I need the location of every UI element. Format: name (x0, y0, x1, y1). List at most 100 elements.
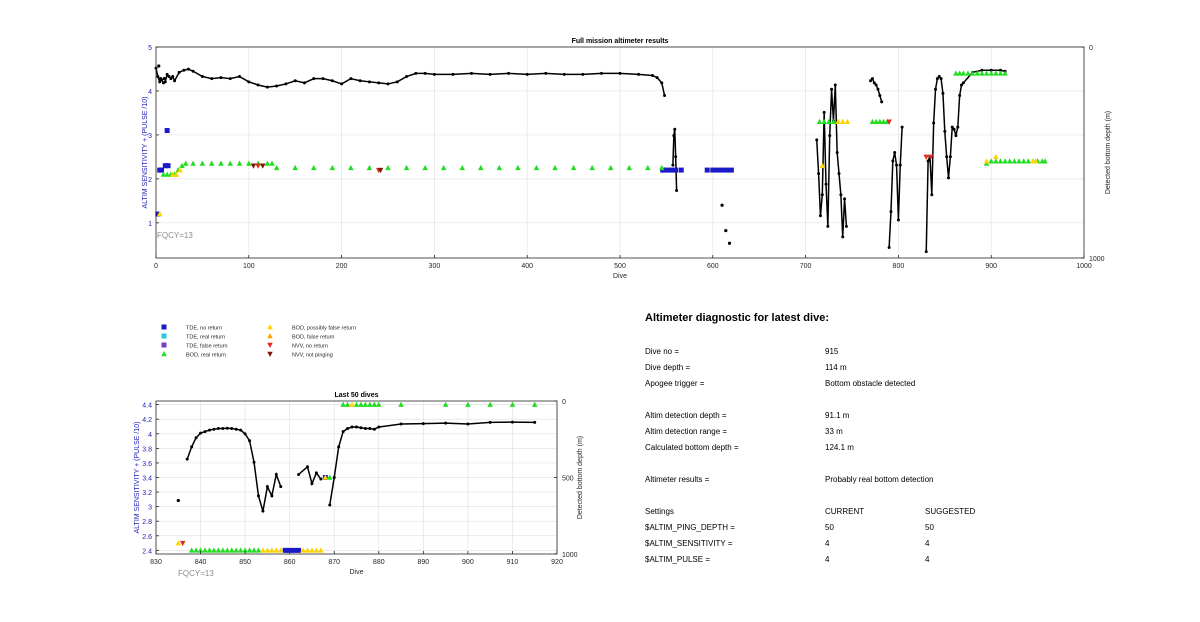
bottom-depth-point (839, 193, 843, 197)
bottom-depth-point (720, 203, 724, 207)
altimeter-marker-bod-real (974, 70, 981, 76)
bottom-depth-point (926, 159, 930, 163)
altimeter-marker-bod-real (496, 164, 503, 171)
y-tick-label: 4.4 (142, 403, 152, 410)
altimeter-marker-bod-real (869, 118, 876, 124)
bottom-depth-point (270, 494, 274, 498)
x-axis-label: Dive (613, 273, 627, 280)
bottom-depth-point (950, 125, 954, 129)
bottom-depth-point (843, 197, 847, 201)
bottom-depth-point (186, 67, 190, 71)
altimeter-marker-bod-real (531, 401, 538, 407)
altimeter-marker-bod-possible (318, 547, 324, 553)
altimeter-marker-bod-possible (273, 547, 280, 553)
y-tick-label: 3 (148, 133, 152, 140)
fqcy-annotation: FQCY=13 (178, 569, 214, 578)
bottom-depth-point (230, 427, 234, 431)
bottom-depth-point (212, 427, 216, 431)
bottom-depth-point (247, 80, 251, 84)
diag-row-sensitivity: $ALTIM_SENSITIVITY = 4 4 (645, 539, 1165, 553)
bottom-depth-point (470, 71, 474, 75)
altimeter-marker-bod-real (1007, 158, 1013, 164)
altimeter-marker-bod-real (979, 70, 985, 76)
bottom-depth-point (841, 235, 845, 239)
altimeter-marker-bod-real (273, 164, 280, 171)
bottom-depth-point (274, 472, 278, 476)
legend-label: TDE, false return (186, 344, 228, 350)
altimeter-marker-bod-real (509, 401, 516, 407)
bottom-depth-point (880, 100, 884, 104)
altimeter-marker-bod-real (645, 164, 651, 171)
bottom-depth-point (156, 75, 160, 79)
altimeter-marker-bod-real (552, 164, 558, 171)
bottom-depth-point (368, 427, 372, 431)
altimeter-marker-bod-possible (983, 158, 990, 164)
bottom-depth-point (279, 485, 283, 489)
bottom-depth-point (674, 155, 678, 159)
altimeter-marker-bod-real (956, 70, 963, 76)
altimeter-marker-nvv-not (250, 163, 257, 169)
bottom-depth-line (869, 77, 883, 103)
last-50-dives-chart: 830 840 850 860 870 880 890 900 910 920 2.4 2.6 2.8 3… (134, 392, 584, 578)
bottom-depth-point (939, 77, 943, 81)
altimeter-marker-bod-real (1002, 158, 1008, 164)
altimeter-marker-tde-no (291, 547, 297, 553)
bottom-depth-point (355, 425, 358, 429)
bottom-depth-point (275, 84, 279, 88)
altimeter-marker-bod-real (182, 160, 189, 166)
altimeter-marker-bod-possible (844, 118, 851, 124)
bottom-depth-point (165, 72, 169, 76)
x-tick-label: 400 (521, 263, 533, 270)
diag-suggested: 4 (925, 555, 930, 564)
bottom-depth-line (815, 84, 848, 237)
altimeter-marker-tde-no (710, 167, 716, 173)
bottom-depth-point (321, 77, 325, 81)
bottom-depth-point (177, 70, 181, 74)
bottom-depth-point (618, 71, 622, 75)
x-tick-label: 200 (336, 263, 348, 270)
y-tick-label: 3.4 (142, 476, 152, 483)
altimeter-marker-tde-no (165, 163, 171, 169)
y-tick-label: 2.4 (142, 548, 152, 555)
diag-label: Altim detection range = (645, 427, 728, 436)
altimeter-marker-bod-possible (1032, 158, 1039, 164)
y2-tick-label: 1000 (562, 552, 578, 559)
bottom-depth-point (176, 498, 180, 503)
bottom-depth-point (887, 245, 891, 249)
altimeter-marker-bod-possible (169, 171, 176, 177)
diag-value: Bottom obstacle detected (825, 379, 916, 388)
bottom-depth-point (958, 94, 962, 98)
bottom-depth-point (895, 163, 899, 167)
bottom-depth-point (185, 457, 189, 461)
diag-suggested: 4 (925, 539, 930, 548)
altimeter-marker-bod-real (344, 401, 351, 407)
bottom-depth-point (200, 75, 204, 79)
altimeter-marker-bod-real (983, 70, 990, 76)
altimeter-marker-bod-real (160, 171, 167, 177)
altimeter-marker-bod-real (997, 158, 1004, 164)
altimeter-marker-bod-real (228, 547, 235, 553)
bottom-depth-point (414, 71, 418, 75)
bottom-depth-point (833, 83, 837, 87)
bottom-depth-point (488, 72, 492, 76)
diag-value: 91.1 m (825, 411, 850, 420)
altimeter-marker-bod-real (236, 160, 243, 166)
bottom-depth-point (673, 127, 677, 131)
bottom-depth-point (844, 224, 848, 228)
bottom-depth-point (724, 228, 728, 233)
legend-marker-nvv-not (267, 351, 273, 357)
altimeter-marker-bod-possible (260, 547, 266, 553)
altimeter-marker-bod-real (465, 401, 471, 407)
bottom-depth-point (824, 182, 828, 186)
bottom-depth-point (562, 72, 566, 76)
x-tick-label: 920 (551, 559, 563, 566)
bottom-depth-point (399, 422, 403, 426)
altimeter-marker-bod-real (190, 160, 196, 166)
altimeter-marker-bod-real (366, 164, 373, 171)
y-tick-label: 1 (148, 221, 152, 228)
bottom-depth-point (248, 439, 252, 443)
y2-tick-label: 500 (562, 476, 574, 483)
bottom-depth-point (945, 155, 949, 159)
bottom-depth-point (330, 79, 334, 83)
bottom-depth-point (947, 176, 951, 180)
